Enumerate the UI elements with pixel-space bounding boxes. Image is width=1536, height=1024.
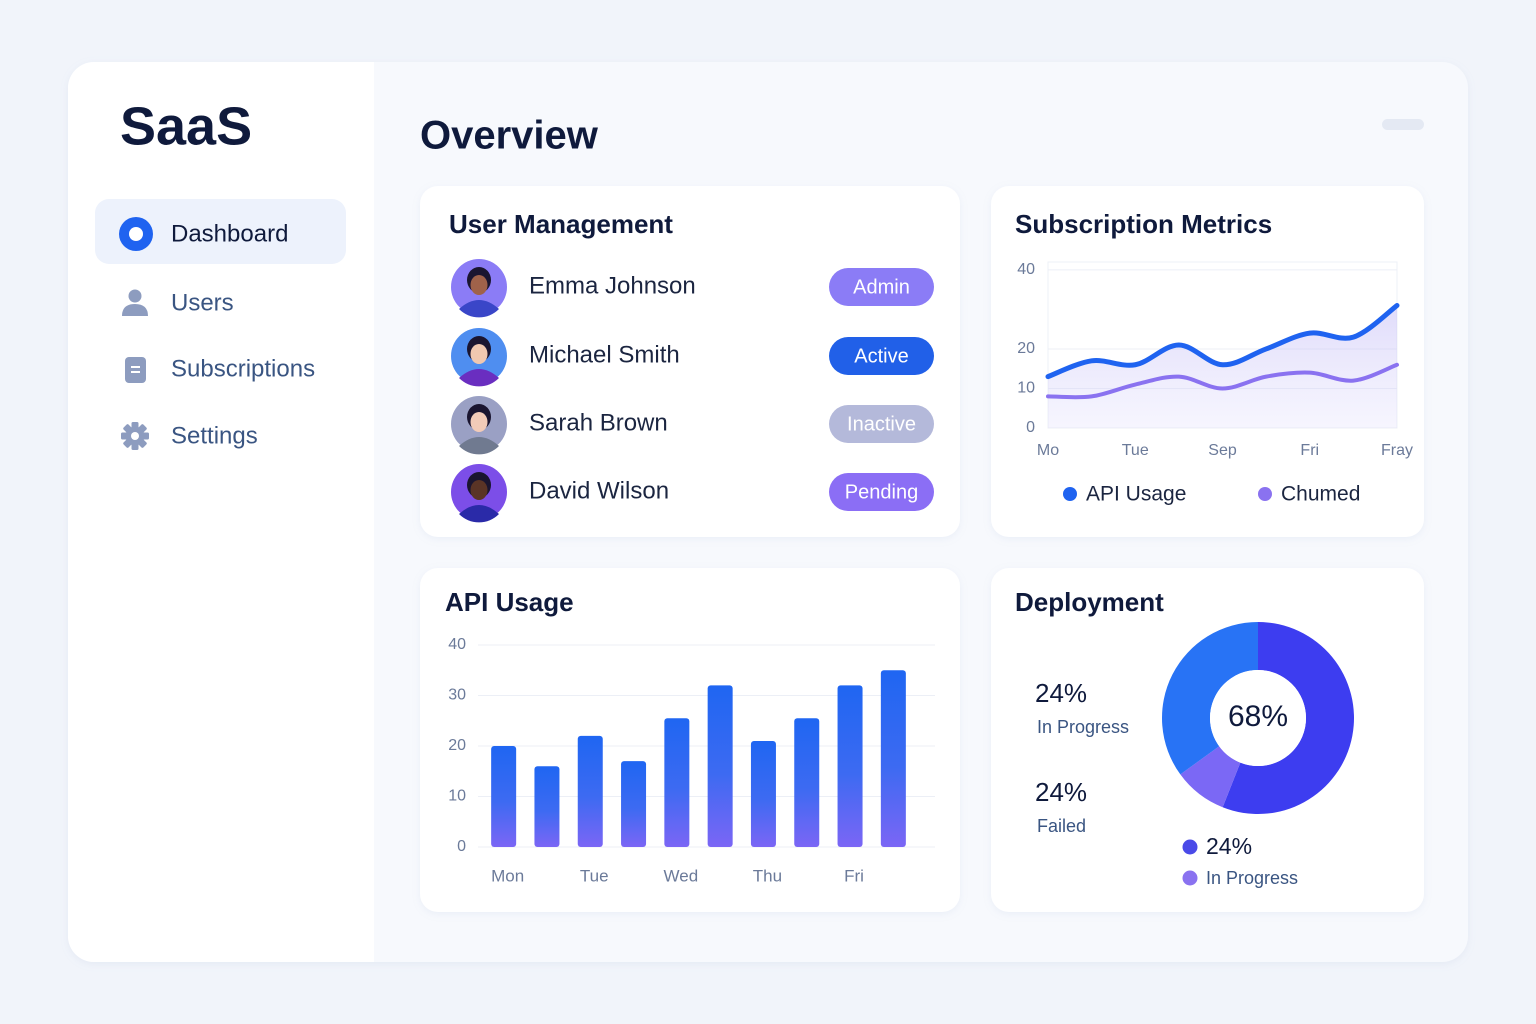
card-title: User Management	[449, 209, 673, 239]
avatar-body	[459, 369, 499, 387]
brand: SaaS	[120, 96, 252, 156]
bar	[491, 746, 517, 847]
page-title: Overview	[420, 114, 599, 158]
line	[1046, 362, 1399, 400]
legend-swatch	[1182, 870, 1198, 886]
stat-label: Failed	[1037, 816, 1086, 836]
x-tick-label: Wed	[664, 866, 699, 885]
y-tick-label: 20	[448, 737, 466, 754]
avatar-body	[459, 437, 499, 455]
sidebar	[68, 62, 374, 962]
y-tick-label: 40	[1017, 261, 1035, 278]
role-badge[interactable]	[829, 337, 934, 375]
avatar-face	[470, 344, 488, 364]
nav-item[interactable]: Settings	[171, 422, 258, 449]
legend-swatch	[1063, 487, 1077, 501]
avatar-face	[470, 275, 488, 295]
user-name: Michael Smith	[529, 341, 680, 368]
nav-icon	[122, 304, 148, 316]
card-title: Deployment	[1015, 587, 1164, 617]
donut-center-label: 68%	[1228, 700, 1288, 733]
nav-icon	[128, 289, 142, 303]
line	[1045, 302, 1400, 380]
nav-icon	[121, 422, 149, 450]
user-name: Sarah Brown	[529, 409, 668, 436]
card	[420, 186, 960, 537]
role-badge[interactable]	[829, 473, 934, 511]
y-tick-label: 40	[448, 636, 466, 653]
user-name: Emma Johnson	[529, 272, 696, 299]
nav-icon	[125, 357, 146, 383]
bar	[750, 740, 776, 847]
stat-value: 24%	[1035, 777, 1087, 807]
legend-label: Chumed	[1281, 483, 1360, 506]
card-title: Subscription Metrics	[1015, 209, 1272, 239]
legend-swatch	[1258, 487, 1272, 501]
legend-label: API Usage	[1086, 483, 1186, 506]
legend-label: 24%	[1206, 833, 1252, 859]
x-tick-label: Fray	[1381, 442, 1413, 459]
bar	[621, 761, 647, 847]
nav-item[interactable]: Users	[171, 289, 234, 316]
x-tick-label: Thu	[753, 866, 782, 885]
role-label: Active	[854, 345, 908, 367]
bar	[880, 670, 906, 847]
header-pill	[1382, 119, 1424, 130]
legend-label: In Progress	[1206, 868, 1298, 888]
bar	[837, 685, 863, 847]
x-tick-label: Fri	[1300, 442, 1319, 459]
nav-item[interactable]: Dashboard	[171, 220, 288, 247]
nav-icon	[131, 371, 140, 373]
legend-swatch	[1182, 839, 1198, 855]
x-tick-label: Tue	[580, 866, 609, 885]
role-badge[interactable]	[829, 405, 934, 443]
avatar-face	[470, 480, 488, 500]
x-tick-label: Sep	[1208, 442, 1237, 459]
x-tick-label: Mo	[1037, 442, 1059, 459]
donut-segment	[1222, 621, 1355, 814]
user-name: David Wilson	[529, 477, 669, 504]
role-label: Inactive	[847, 413, 916, 435]
x-tick-label: Fri	[844, 866, 864, 885]
card-title: API Usage	[445, 587, 574, 617]
avatar-body	[459, 505, 499, 523]
y-tick-label: 30	[448, 687, 466, 704]
nav-icon	[131, 366, 140, 368]
role-badge[interactable]	[829, 268, 934, 306]
bar	[707, 685, 733, 847]
nav-active-bg	[95, 199, 346, 264]
y-tick-label: 10	[1017, 380, 1035, 397]
x-tick-label: Mon	[491, 866, 524, 885]
bar	[534, 766, 560, 847]
y-tick-label: 0	[457, 838, 466, 855]
nav-icon	[129, 227, 143, 241]
x-tick-label: Tue	[1122, 442, 1149, 459]
role-label: Pending	[845, 481, 918, 503]
bar	[794, 718, 820, 847]
y-tick-label: 20	[1017, 340, 1035, 357]
y-tick-label: 10	[448, 788, 466, 805]
donut-segment	[1162, 622, 1258, 775]
avatar-face	[470, 412, 488, 432]
stat-value: 24%	[1035, 678, 1087, 708]
nav-item[interactable]: Subscriptions	[171, 355, 315, 382]
donut-segment	[1180, 746, 1241, 808]
y-tick-label: 0	[1026, 419, 1035, 436]
card	[420, 568, 960, 912]
bar	[577, 735, 603, 847]
bar	[664, 718, 690, 847]
donut-hole	[1210, 670, 1306, 766]
stat-label: In Progress	[1037, 717, 1129, 737]
gear-hole	[131, 432, 139, 440]
role-label: Admin	[853, 276, 910, 298]
avatar-body	[459, 300, 499, 318]
